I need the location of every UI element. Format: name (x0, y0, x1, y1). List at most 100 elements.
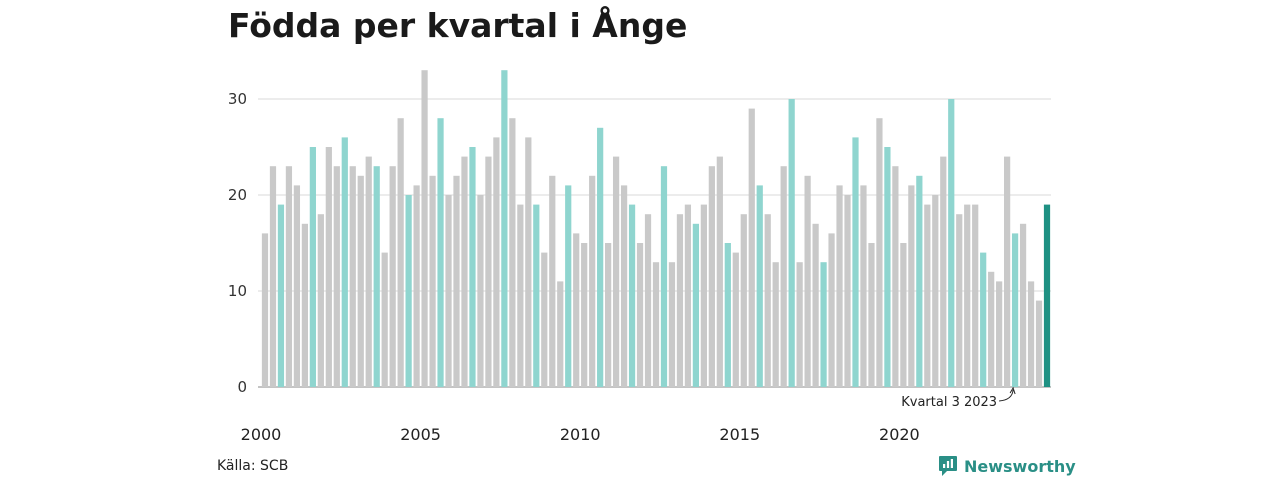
bar (908, 185, 915, 387)
bar (349, 166, 356, 387)
bar (636, 243, 644, 387)
annotation-arrowhead (1009, 386, 1016, 395)
bar (748, 108, 755, 387)
bar (405, 195, 412, 387)
bar (429, 175, 436, 387)
bar (660, 166, 668, 387)
bar (589, 175, 596, 387)
bar (948, 99, 955, 387)
bar (628, 204, 636, 387)
annotation-label: Kvartal 3 2023 (901, 395, 997, 410)
bar (341, 137, 348, 387)
bar (796, 262, 803, 387)
bar (365, 156, 372, 387)
bar (940, 156, 947, 387)
bar (740, 214, 747, 387)
bar (964, 204, 971, 387)
bar (612, 156, 620, 387)
bar (996, 281, 1003, 387)
y-tick-label: 0 (237, 378, 247, 396)
bar (1035, 300, 1043, 387)
bar (533, 204, 540, 387)
bar (565, 185, 572, 387)
bar (285, 166, 293, 387)
x-tick-label: 2005 (400, 425, 441, 444)
bar (389, 166, 396, 387)
bar (868, 243, 875, 387)
bar (828, 233, 835, 387)
bar (509, 118, 516, 387)
x-tick-label: 2000 (241, 425, 282, 444)
bar (277, 204, 285, 387)
bar (692, 223, 700, 387)
bar (980, 252, 987, 387)
bar (836, 185, 843, 387)
brand-logo: Newsworthy (938, 455, 1076, 477)
bar (549, 175, 556, 387)
bar (397, 118, 404, 387)
bar (644, 214, 652, 387)
bar (373, 166, 380, 387)
bar (620, 185, 628, 387)
bar (357, 175, 364, 387)
source-note: Källa: SCB (217, 458, 289, 474)
axis-layer: 0 10 20 30 2000 2005 2010 2015 2020 (228, 90, 920, 444)
bar (381, 252, 388, 387)
bar (1003, 156, 1011, 387)
bar (884, 147, 891, 387)
bar (445, 195, 452, 387)
bar (301, 223, 309, 387)
bar (437, 118, 444, 387)
bar (652, 262, 660, 387)
annotation-layer: Kvartal 3 2023 (901, 386, 1016, 410)
bar (501, 70, 508, 387)
chart-title: Födda per kvartal i Ånge (228, 6, 688, 45)
bar (844, 195, 851, 387)
y-tick-label: 20 (228, 186, 247, 204)
bar (812, 223, 819, 387)
bar (421, 70, 428, 387)
bar (317, 214, 324, 387)
bar (485, 156, 492, 387)
bar (1027, 281, 1035, 387)
bar (860, 185, 867, 387)
bar (541, 252, 548, 387)
bar (413, 185, 420, 387)
brand-name: Newsworthy (964, 456, 1076, 476)
bar (700, 204, 707, 387)
bar (557, 281, 564, 387)
bar (581, 243, 588, 387)
bar (764, 214, 771, 387)
bar (261, 233, 269, 387)
bar (293, 185, 301, 387)
bar (453, 175, 460, 387)
bar (772, 262, 779, 387)
y-tick-label: 10 (228, 282, 247, 300)
bar (325, 147, 332, 387)
bar (573, 233, 580, 387)
newsworthy-logo-icon (939, 456, 957, 476)
bar (269, 166, 277, 387)
bar (525, 137, 532, 387)
y-tick-label: 30 (228, 90, 247, 108)
bar (788, 99, 795, 387)
bar (916, 175, 923, 387)
bar (732, 252, 739, 387)
bar (1043, 204, 1051, 387)
bar (756, 185, 763, 387)
bar (956, 214, 963, 387)
bar (676, 214, 684, 387)
x-tick-label: 2010 (560, 425, 601, 444)
bar (724, 243, 731, 387)
bar (852, 137, 859, 387)
bar (892, 166, 899, 387)
bar (876, 118, 883, 387)
bar (716, 156, 723, 387)
bar (597, 127, 604, 388)
bar (333, 166, 340, 387)
x-tick-label: 2015 (719, 425, 760, 444)
bar (309, 147, 316, 387)
annotation-arrow (999, 389, 1014, 402)
bar (972, 204, 979, 387)
